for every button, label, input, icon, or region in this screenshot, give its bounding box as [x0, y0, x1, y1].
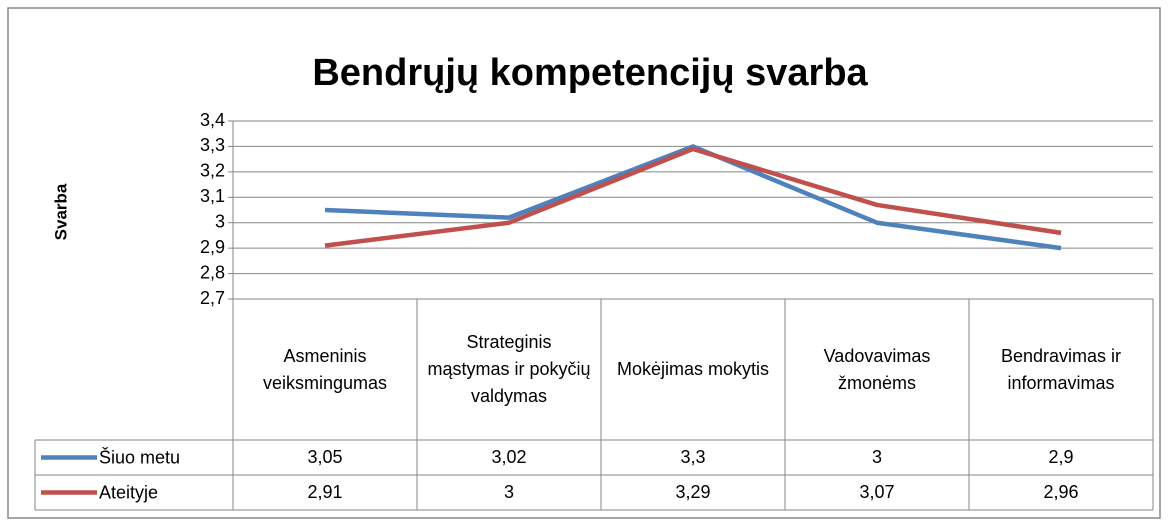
- table-value: 2,9: [1048, 447, 1074, 467]
- chart-title: Bendrųjų kompetencijų svarba: [312, 52, 868, 94]
- line: [324, 146, 1062, 248]
- table-value: 3: [871, 447, 882, 467]
- y-tick-label: 2,7: [200, 288, 225, 308]
- category-label: Strateginis mąstymas ir pokyčių valdymas: [427, 332, 591, 406]
- table-value: 3,29: [675, 482, 711, 502]
- table-value: 3,07: [859, 482, 895, 502]
- category-label: Bendravimas ir informavimas: [1000, 345, 1122, 393]
- table-value: 2,91: [307, 482, 343, 502]
- legend-label: Šiuo metu: [99, 446, 180, 467]
- y-tick-label: 2,9: [200, 237, 225, 257]
- category-label: Vadovavimas žmonėms: [823, 345, 931, 393]
- table-value: 2,96: [1043, 482, 1079, 502]
- category-label: Asmeninis veiksmingumas: [262, 345, 388, 393]
- y-tick-label: 3,4: [200, 110, 225, 130]
- chart-border: [7, 7, 1161, 519]
- y-tick-label: 2,8: [200, 262, 225, 282]
- y-tick-label: 3,1: [200, 186, 225, 206]
- table-value: 3,3: [680, 447, 706, 467]
- table-value: 3,02: [491, 447, 527, 467]
- table-value: 3,05: [307, 447, 343, 467]
- category-label: Mokėjimas mokytis: [616, 359, 770, 379]
- table-value: 3: [503, 482, 514, 502]
- y-tick-label: 3,3: [200, 135, 225, 155]
- line: [324, 144, 1062, 251]
- y-axis-label: Svarba: [51, 183, 70, 240]
- legend-label: Ateityje: [99, 482, 158, 502]
- y-tick-label: 3: [215, 211, 225, 231]
- y-tick-label: 3,2: [200, 161, 225, 181]
